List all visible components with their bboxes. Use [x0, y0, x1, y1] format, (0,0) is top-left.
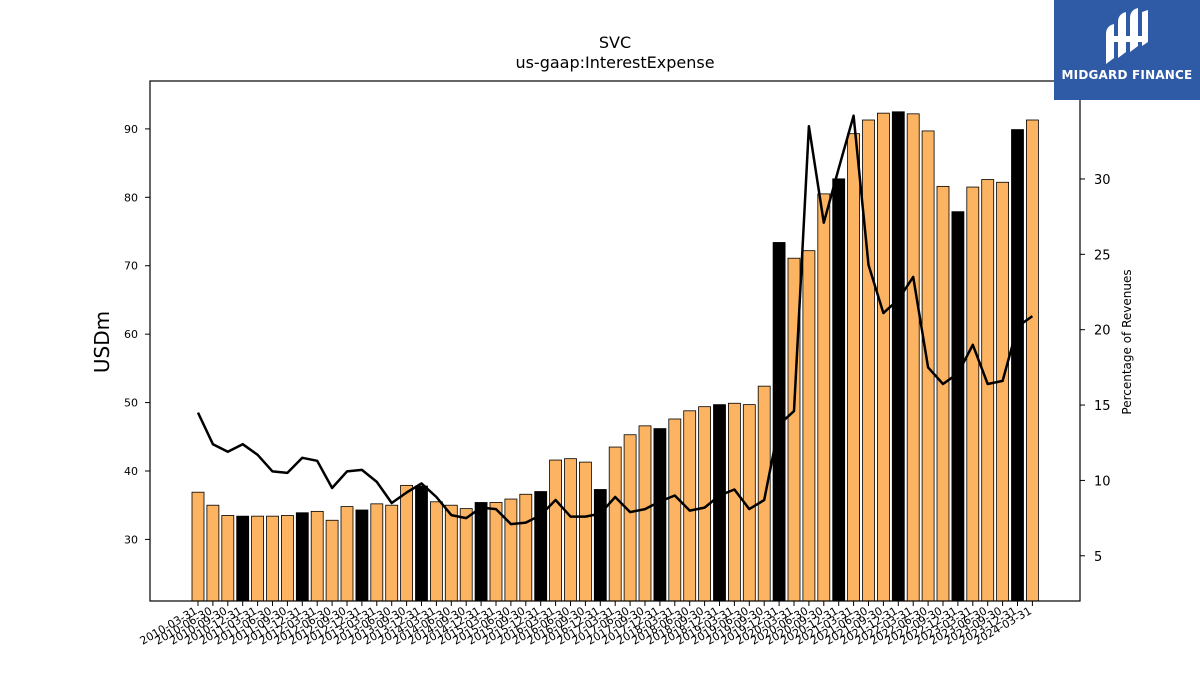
bar: [444, 504, 458, 602]
y-tick-label: 40: [124, 465, 138, 478]
brand-logo: MIDGARD FINANCE: [1054, 0, 1200, 100]
y-tick-label: 80: [124, 191, 138, 204]
bar: [832, 178, 846, 602]
y2-tick-label: 30: [1094, 173, 1111, 188]
bar: [355, 509, 369, 602]
bar: [519, 493, 533, 602]
bar: [474, 502, 488, 602]
bar: [266, 515, 279, 602]
chart-subtitle: us-gaap:InterestExpense: [515, 53, 714, 72]
bar: [251, 515, 265, 602]
logo-text: MIDGARD FINANCE: [1061, 68, 1193, 82]
y-tick-label: 70: [124, 260, 138, 273]
y-tick-label: 60: [124, 328, 138, 341]
y2-tick-label: 20: [1094, 324, 1111, 339]
bar: [415, 485, 428, 602]
bar: [340, 506, 354, 602]
y-tick-label: 30: [124, 533, 138, 546]
y-tick-label: 90: [124, 123, 138, 136]
bar: [579, 461, 592, 602]
bar: [370, 503, 384, 602]
bar: [489, 502, 503, 602]
bar: [385, 504, 399, 602]
bar: [459, 508, 473, 602]
bar: [728, 402, 741, 602]
bar: [653, 428, 667, 602]
bar: [891, 111, 905, 602]
bar: [668, 418, 682, 602]
chart-title: SVC: [599, 33, 631, 52]
bar: [981, 179, 995, 602]
bar: [608, 446, 622, 602]
bar: [310, 510, 324, 602]
bar: [638, 425, 652, 602]
bar: [1011, 129, 1024, 602]
bar: [221, 515, 235, 602]
y2-tick-label: 10: [1094, 474, 1111, 489]
bar: [936, 185, 950, 602]
bar: [564, 458, 577, 602]
bar: [593, 489, 607, 602]
y2-tick-label: 5: [1094, 550, 1102, 565]
bar: [236, 515, 250, 602]
bar: [862, 119, 875, 602]
y-tick-label: 50: [124, 397, 138, 410]
percentage-line: [196, 114, 1034, 526]
y-axis-label: USDm: [90, 311, 114, 373]
bar: [966, 186, 980, 602]
bar: [429, 501, 443, 602]
bar: [817, 193, 831, 602]
bar: [906, 113, 920, 602]
y2-axis-label: Percentage of Revenues: [1120, 269, 1134, 414]
bar: [191, 491, 205, 602]
bar: [951, 211, 965, 602]
bar: [534, 491, 548, 602]
bar: [877, 112, 890, 602]
bar: [1026, 119, 1039, 602]
bar: [713, 404, 726, 602]
bar: [802, 250, 816, 602]
bar: [295, 512, 309, 602]
y2-tick-label: 25: [1094, 248, 1111, 263]
bar: [549, 459, 562, 602]
bar: [623, 434, 637, 602]
bar: [847, 133, 860, 602]
y2-tick-label: 15: [1094, 399, 1111, 414]
midgard-logo-icon: [1106, 8, 1148, 64]
bar: [504, 498, 518, 602]
bar: [280, 515, 294, 602]
bar: [400, 484, 414, 602]
bar: [325, 519, 339, 602]
bar: [996, 181, 1009, 602]
bar: [206, 504, 220, 602]
